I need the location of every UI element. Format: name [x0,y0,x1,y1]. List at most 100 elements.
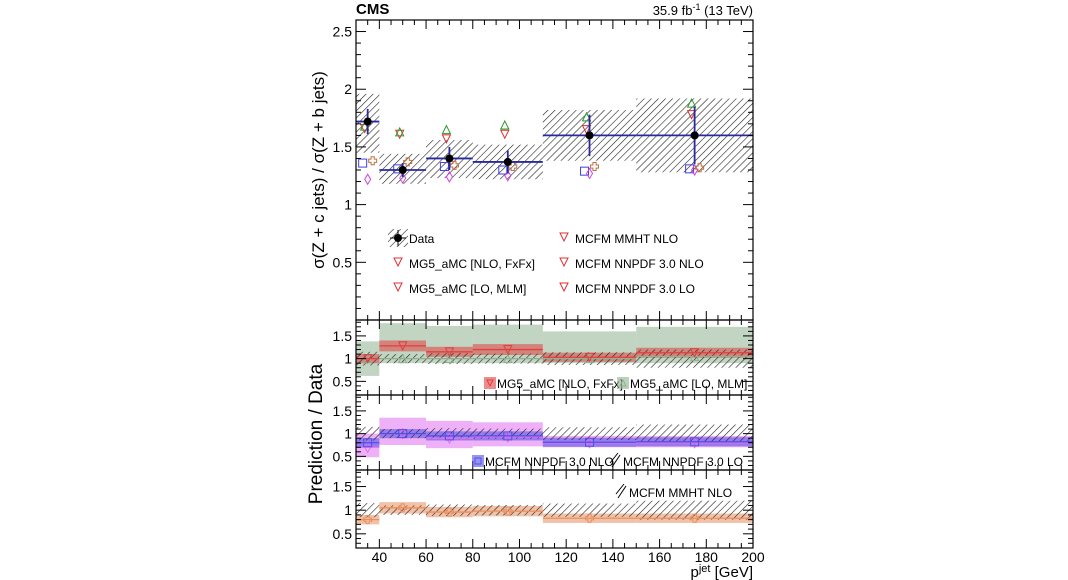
data-unc-band [426,504,473,516]
prediction-marker [685,164,695,174]
y-tick-label: 0.5 [333,254,353,270]
prediction-marker [449,160,459,170]
x-axis-label-sup: jet [698,563,711,575]
experiment-label: CMS [356,1,389,18]
legend-band-icon [617,377,629,389]
ratio-marker [397,353,408,364]
prediction-marker [359,123,370,134]
y-tick-label: 1.5 [333,328,353,344]
prediction-marker [368,156,378,166]
data-point [398,166,407,174]
legend-entry-label: MG5_aMC [LO, MLM] [409,282,526,296]
data-point [503,157,512,166]
lumi-value: 35.9 fb [653,3,693,18]
prediction-marker [581,125,592,135]
ratio-marker [689,351,700,361]
ratio-marker [444,507,454,517]
lumi-label: 35.9 fb-1 (13 TeV) [653,2,753,18]
y-tick-label: 2 [344,81,352,97]
lumi-exp: -1 [692,2,700,12]
data-point [585,131,594,140]
data-unc-band [636,424,753,443]
data-unc-band [472,504,543,516]
plot-area: 0.5 1 1.5 2 2.5 Data MG5_aMC [NLO, FxFx] MG5_aM… [333,19,765,565]
y-tick-label: 1 [344,426,352,442]
legend-band-icon [484,377,496,389]
legend-marker-icon [559,257,569,268]
legend-entry-label: Data [409,232,435,246]
ratio-marker [691,436,699,449]
legend-data-marker [394,234,402,242]
x-tick-label: 60 [418,549,434,565]
x-axis-label: pjet [GeV] [691,563,754,580]
data-unc-band [542,427,637,440]
data-unc-band [356,503,380,518]
prediction-marker [686,97,697,108]
ratio-marker [398,429,408,439]
data-unc-band [379,505,427,515]
prediction-marker [399,172,407,185]
y-tick-label: 1.5 [333,479,353,495]
y-tick-label: 2.5 [333,24,353,40]
ratio-marker [444,353,455,364]
prediction-marker [581,111,592,122]
legend-marker-icon [393,282,403,293]
legend-entry-label: MCFM NNPDF 3.0 LO [623,455,743,469]
data-point [363,117,372,126]
ratio-marker [364,441,372,454]
prediction-marker [394,129,405,140]
y-tick-label: 1.5 [333,139,353,155]
ratio-marker [584,353,595,364]
prediction-marker [445,170,453,183]
ratio-marker [398,503,408,513]
data-unc-band [542,503,637,517]
legend-hatch-icon [617,485,627,499]
y-tick-label: 0.5 [333,373,353,389]
data-unc-band [356,426,380,441]
prediction-marker [403,157,413,167]
main-y-axis-label: σ(Z + c jets) / σ(Z + b jets) [309,71,328,269]
prediction-marker [498,165,508,175]
ratio-marker [399,427,407,440]
x-axis-label-unit: [GeV] [710,564,753,580]
prediction-marker [364,173,372,186]
data-point [445,154,454,163]
prediction-marker [686,110,697,120]
ratio-marker [363,515,373,525]
data-unc-band [636,349,753,368]
prediction-marker [441,124,452,135]
ratio-marker [584,352,595,363]
ratio-marker [444,347,455,357]
prediction-marker [394,126,405,137]
y-tick-label: 0.5 [333,526,353,542]
legend-entry-label: MCFM NNPDF 3.0 NLO [485,455,614,469]
legend-entry-label: MG5_aMC [NLO, FxFx] [409,257,535,271]
prediction-marker [499,119,510,130]
ratio-marker [585,437,595,447]
legend-hatch-icon [609,452,619,464]
legend-hatch-icon [615,483,625,495]
legend-marker-icon [486,379,494,388]
prediction-marker [359,121,370,131]
ratio-marker [504,430,512,443]
ratio-marker [689,348,700,358]
x-tick-label: 40 [372,549,388,565]
y-tick-label: 0.5 [333,448,353,464]
legend-entry-label: MG5_aMC [NLO, FxFx] [497,377,623,391]
x-tick-label: 80 [465,549,481,565]
legend-marker-icon [559,232,569,243]
x-tick-label: 140 [601,549,625,565]
ratio-marker [585,513,595,523]
ratio-marker [363,438,373,448]
legend-marker-icon [559,282,569,293]
panel-frame [355,469,754,549]
x-tick-label: 160 [648,549,672,565]
prediction-marker [590,162,600,172]
x-tick-label: 100 [508,549,532,565]
legend-band-icon [472,455,484,467]
prediction-marker [691,164,699,176]
legend-marker-icon [393,257,403,268]
y-tick-label: 1 [344,502,352,518]
prediction-marker [504,169,512,182]
